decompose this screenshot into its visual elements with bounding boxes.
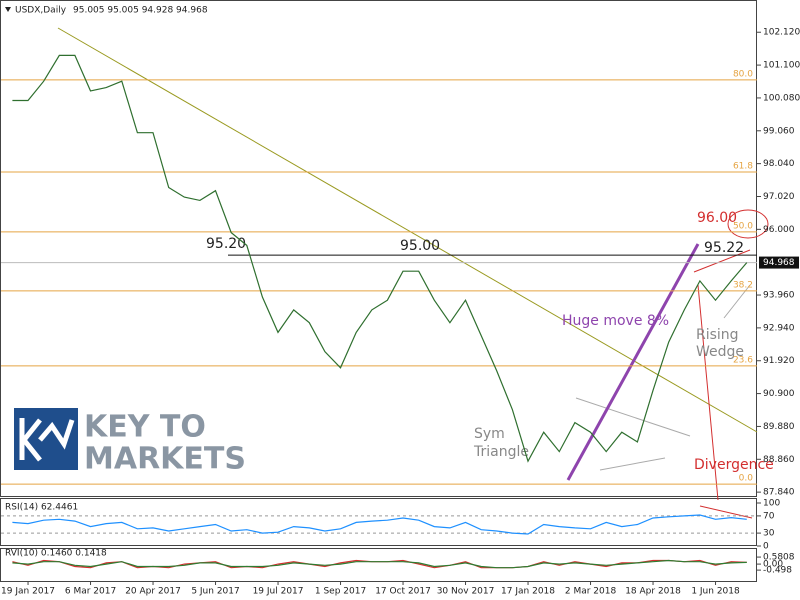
- fib-label: 80.0: [733, 69, 753, 79]
- trend-line: [57, 27, 758, 433]
- y-tick-label: 90.900: [763, 389, 795, 399]
- y-tick-label: 0.00: [763, 560, 783, 570]
- x-tick-label: 1 Sep 2017: [315, 587, 366, 597]
- x-tick-label: 19 Jul 2017: [253, 587, 304, 597]
- annotation: 95.20: [206, 236, 246, 252]
- logo-text: KEY TO: [84, 410, 206, 445]
- logo-text: MARKETS: [84, 442, 246, 477]
- y-tick-label: 102.120: [763, 28, 800, 38]
- y-tick-label: 87.840: [763, 488, 795, 498]
- watermark: KEY TO MARKETS: [14, 408, 246, 477]
- price-panel: [0, 0, 757, 497]
- x-tick-label: 18 Apr 2018: [625, 587, 681, 597]
- symbol: USDX,Daily: [15, 6, 67, 16]
- x-tick-label: 30 Nov 2017: [437, 587, 495, 597]
- price-badge: [759, 256, 799, 269]
- x-tick-label: 1 Jun 2018: [691, 587, 740, 597]
- y-tick-label: 100: [763, 499, 780, 509]
- y-tick-label: 70: [763, 511, 775, 521]
- fib-label: 23.6: [733, 355, 753, 365]
- indicator-title: RVI(10) 0.1460 0.1418: [5, 549, 107, 559]
- price-line: [12, 559, 747, 569]
- move-line: [566, 243, 700, 481]
- annotation: Sym: [474, 426, 505, 442]
- menu-arrow: [5, 7, 11, 12]
- x-tick-label: 20 Apr 2017: [125, 587, 181, 597]
- x-tick-label: 17 Oct 2017: [375, 587, 431, 597]
- annotation: Wedge: [696, 344, 744, 360]
- x-tick-label: 2 Mar 2018: [565, 587, 617, 597]
- ohlc: 95.005 95.005 94.928 94.968: [73, 6, 208, 16]
- y-tick-label: 98.040: [763, 159, 795, 169]
- triangle-line: [599, 457, 666, 471]
- y-tick-label: 0.5808: [763, 553, 795, 563]
- annotation: Triangle: [473, 444, 529, 460]
- annotation: 95.22: [704, 240, 744, 256]
- rsi-panel: [0, 498, 757, 546]
- y-tick-label: 101.100: [763, 61, 800, 71]
- x-tick-label: 19 Jan 2017: [1, 587, 55, 597]
- wedge-line: [693, 249, 751, 273]
- fib-label: 0.0: [739, 474, 754, 484]
- y-tick-label: 88.860: [763, 455, 795, 465]
- y-tick-label: -0.498: [763, 566, 792, 576]
- fib-label: 50.0: [733, 221, 753, 231]
- rvi-panel: [0, 548, 757, 582]
- price-line: [12, 514, 747, 535]
- triangle-line: [575, 397, 691, 437]
- y-tick-label: 91.920: [763, 356, 795, 366]
- y-tick-label: 93.960: [763, 291, 795, 301]
- x-tick-label: 5 Jun 2017: [191, 587, 239, 597]
- current-price: 94.968: [763, 258, 795, 268]
- divergence-line: [699, 505, 753, 519]
- annotation: Huge move 8%: [562, 313, 669, 329]
- target-circle: [727, 209, 769, 239]
- logo-mark: [19, 418, 75, 462]
- x-tick-label: 17 Jan 2018: [501, 587, 555, 597]
- y-tick-label: 89.880: [763, 422, 795, 432]
- annotation: 95.00: [400, 238, 440, 254]
- y-tick-label: 0: [763, 542, 769, 552]
- y-tick-label: 96.000: [763, 225, 795, 235]
- x-tick-label: 6 Mar 2017: [65, 587, 116, 597]
- indicator-title: RSI(14) 62.4461: [5, 503, 78, 513]
- annotation: Rising: [696, 327, 739, 343]
- y-tick-label: 100.080: [763, 93, 800, 103]
- annotation: 96.00: [697, 210, 737, 226]
- annotation: Divergence: [694, 457, 774, 473]
- fib-label: 38.2: [733, 280, 753, 290]
- price-line: [12, 54, 748, 463]
- y-tick-label: 97.020: [763, 192, 795, 202]
- y-tick-label: 92.940: [763, 323, 795, 333]
- y-tick-label: 30: [763, 529, 775, 539]
- fib-label: 61.8: [733, 162, 753, 172]
- y-tick-label: 99.060: [763, 126, 795, 136]
- divergence-line: [697, 284, 719, 501]
